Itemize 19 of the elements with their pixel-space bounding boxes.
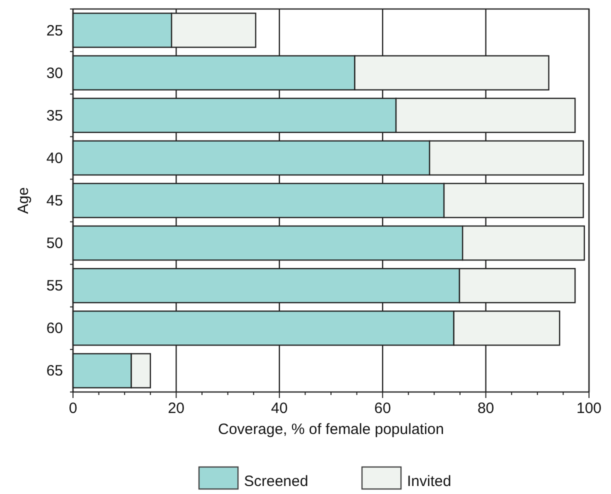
y-tick-label: 50 — [46, 235, 63, 252]
x-tick-label: 20 — [168, 400, 185, 417]
legend-label: Invited — [407, 473, 452, 490]
y-axis-title: Age — [15, 187, 32, 214]
y-tick-label: 35 — [46, 107, 63, 124]
y-tick-label: 60 — [46, 320, 63, 338]
x-axis-title: Coverage, % of female population — [218, 421, 444, 438]
x-tick-label: 100 — [576, 400, 602, 417]
text: Screened — [244, 473, 308, 490]
y-tick-label: 40 — [46, 150, 63, 167]
y-tick-label: 45 — [46, 192, 63, 210]
y-tick-label: 30 — [46, 64, 63, 82]
x-tick-label: 40 — [271, 400, 288, 417]
x-tick-label: 80 — [477, 400, 494, 417]
x-tick-label: 60 — [374, 400, 391, 417]
y-tick-label: 25 — [46, 22, 63, 40]
x-tick-label: 0 — [68, 400, 78, 417]
y-tick-label: 65 — [46, 362, 63, 380]
y-tick-label: 55 — [46, 278, 63, 295]
